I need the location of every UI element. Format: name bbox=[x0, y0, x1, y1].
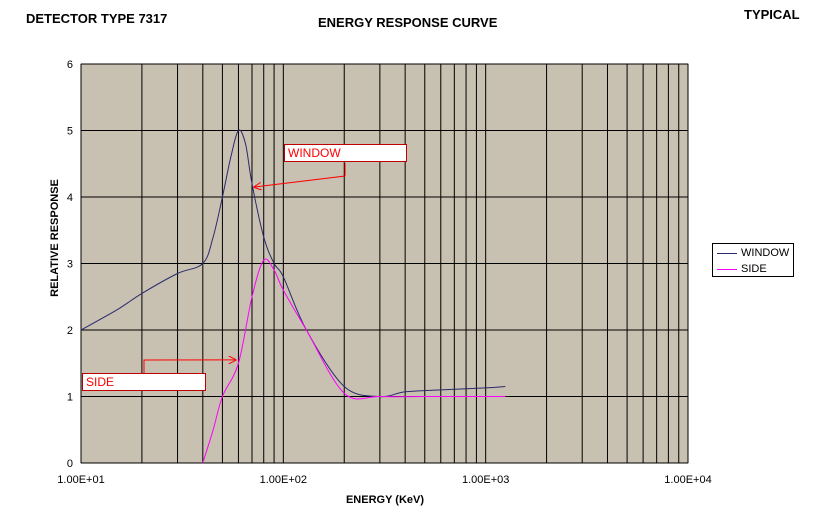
x-tick-label: 1.00E+02 bbox=[260, 474, 307, 486]
y-tick-label: 1 bbox=[67, 392, 73, 404]
grid-lines bbox=[80, 63, 689, 464]
y-axis-label: RELATIVE RESPONSE bbox=[49, 179, 61, 297]
legend-entry-side: SIDE bbox=[717, 262, 767, 276]
legend-swatch-side bbox=[717, 268, 737, 270]
detector-type-label: DETECTOR TYPE 7317 bbox=[26, 11, 168, 26]
x-tick-label: 1.00E+03 bbox=[462, 474, 509, 486]
x-tick-label: 1.00E+01 bbox=[57, 474, 104, 486]
legend-swatch-window bbox=[717, 252, 737, 254]
x-axis-ticks: 1.00E+01 1.00E+02 1.00E+03 1.00E+04 bbox=[57, 474, 711, 486]
legend: WINDOW SIDE bbox=[712, 243, 794, 277]
window-annotation-arrow bbox=[255, 163, 346, 187]
y-tick-label: 6 bbox=[67, 59, 73, 71]
x-tick-label: 1.00E+04 bbox=[664, 474, 711, 486]
x-axis-label: ENERGY (KeV) bbox=[346, 494, 424, 506]
legend-label-window: WINDOW bbox=[741, 247, 790, 259]
series-window-line bbox=[80, 129, 506, 398]
y-tick-label: 5 bbox=[67, 126, 73, 138]
window-callout: WINDOW bbox=[284, 144, 407, 162]
chart-title: ENERGY RESPONSE CURVE bbox=[318, 15, 498, 30]
y-axis-ticks: 0 1 2 3 4 5 6 bbox=[67, 59, 73, 470]
legend-entry-window: WINDOW bbox=[717, 246, 789, 260]
y-tick-label: 0 bbox=[67, 458, 73, 470]
typical-label: TYPICAL bbox=[744, 7, 800, 22]
side-callout: SIDE bbox=[82, 373, 206, 391]
series-side-line bbox=[202, 258, 506, 464]
side-annotation-arrow bbox=[143, 360, 236, 373]
legend-label-side: SIDE bbox=[741, 263, 767, 275]
y-tick-label: 2 bbox=[67, 325, 73, 337]
y-tick-label: 4 bbox=[67, 192, 73, 204]
y-tick-label: 3 bbox=[67, 259, 73, 271]
